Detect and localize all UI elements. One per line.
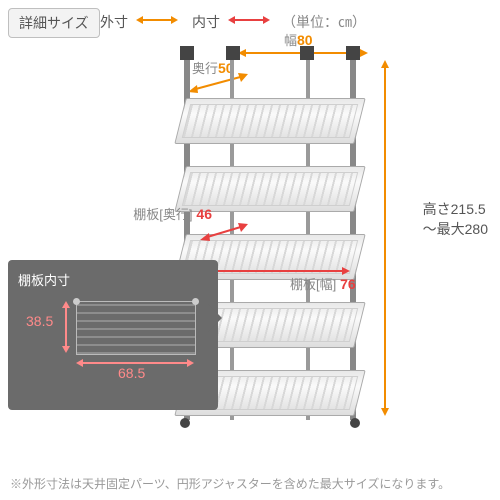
callout-h-arrow-icon bbox=[62, 301, 70, 353]
callout-title: 棚板内寸 bbox=[18, 270, 208, 289]
internal-arrow-icon bbox=[228, 16, 270, 24]
shelf-width-dim: 棚板[幅] 76 bbox=[290, 276, 356, 293]
size-footnote: ※外形寸法は天井固定パーツ、円形アジャスターを含めた最大サイズになります。 bbox=[10, 475, 450, 492]
external-dim-label: 外寸 bbox=[100, 12, 128, 32]
callout-diagram: 38.5 68.5 bbox=[18, 295, 208, 385]
callout-inner-height: 38.5 bbox=[26, 313, 53, 329]
external-arrow-icon bbox=[136, 16, 178, 24]
shelf-inner-callout: 棚板内寸 38.5 68.5 bbox=[8, 260, 218, 410]
shelf-tray bbox=[174, 98, 365, 144]
callout-inner-width: 68.5 bbox=[118, 365, 145, 381]
size-detail-badge: 詳細サイズ bbox=[8, 8, 100, 38]
height-arrow-icon bbox=[380, 60, 390, 416]
height-dim: 高さ215.5 ～最大280 bbox=[423, 200, 488, 239]
internal-dim-label: 内寸 bbox=[192, 12, 220, 32]
shelf-depth-dim: 棚板[奥行] 46 bbox=[122, 206, 212, 223]
unit-label: （単位：㎝） bbox=[282, 12, 366, 32]
